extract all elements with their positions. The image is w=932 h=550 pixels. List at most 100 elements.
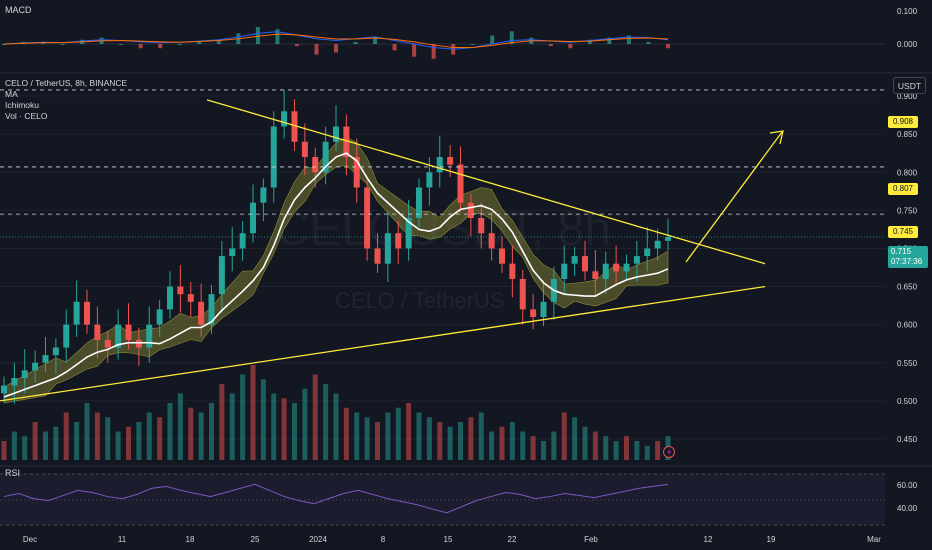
volume-bar xyxy=(509,422,515,460)
candle-body xyxy=(519,278,526,310)
volume-bar xyxy=(458,422,463,460)
cloud-band xyxy=(3,136,669,404)
volume-bar xyxy=(260,379,266,460)
volume-bar xyxy=(53,426,59,460)
macd-hist-bar xyxy=(294,44,299,47)
candle-body xyxy=(499,248,505,264)
candle-body xyxy=(540,301,547,318)
macd-hist-bar xyxy=(275,29,280,44)
candle-body xyxy=(436,157,443,173)
volume-bar xyxy=(426,417,432,460)
volume-bar xyxy=(198,412,204,460)
volume-bar xyxy=(406,403,412,460)
macd-title[interactable]: MACD xyxy=(5,5,32,15)
level-tag-0745: 0.745 xyxy=(888,226,918,238)
candle-body xyxy=(447,157,454,165)
volume-bar xyxy=(281,398,287,460)
volume-bar xyxy=(177,393,183,460)
macd-hist-bar xyxy=(197,41,202,44)
volume-bar xyxy=(375,422,380,460)
volume-bar xyxy=(240,374,246,460)
time-tick-10: 19 xyxy=(767,535,776,544)
rsi-tick-0: 60.00 xyxy=(897,481,918,490)
candle-body xyxy=(374,248,381,264)
volume-bar xyxy=(167,403,173,460)
last-price-value: 0.715 xyxy=(891,247,912,256)
legend-volume[interactable]: Vol · CELO xyxy=(5,111,48,121)
volume-bar xyxy=(271,393,277,460)
candle-body xyxy=(623,263,630,272)
time-axis: Dec 11 18 25 2024 8 15 22 Feb 12 19 Mar xyxy=(23,535,881,544)
macd-hist-bar xyxy=(646,41,651,44)
macd-hist-bar xyxy=(177,44,182,45)
macd-histogram xyxy=(2,27,670,59)
legend-ichimoku[interactable]: Ichimoku xyxy=(5,100,40,110)
volume-bar xyxy=(333,393,339,460)
volume-bar xyxy=(561,412,567,460)
candle-body xyxy=(364,187,371,249)
candle-body xyxy=(582,256,588,272)
volume-bar xyxy=(572,417,578,460)
candle-body xyxy=(1,385,7,394)
candle-body xyxy=(218,256,225,295)
candle-body xyxy=(322,141,329,173)
price-axis-ticks: 0.9000.8500.8000.7500.7000.6500.6000.550… xyxy=(897,92,918,444)
macd-hist-bar xyxy=(470,44,475,45)
volume-bar xyxy=(219,384,225,460)
candle-body xyxy=(187,294,194,302)
candle-body xyxy=(384,233,391,264)
volume-bar xyxy=(489,431,495,460)
macd-hist-bar xyxy=(60,44,65,45)
macd-tick-0: 0.100 xyxy=(897,7,918,16)
candle-body xyxy=(405,217,412,249)
macd-hist-bar xyxy=(216,39,221,44)
macd-panel: 0.100 0.000 xyxy=(0,7,918,59)
candle-body xyxy=(467,202,474,218)
volume-bar xyxy=(11,431,17,460)
volume-bar xyxy=(644,445,650,460)
symbol-legend[interactable]: CELO / TetherUS, 8h, BINANCE xyxy=(5,78,128,88)
macd-hist-bar xyxy=(334,44,338,53)
rsi-title[interactable]: RSI xyxy=(5,468,21,478)
volume-bar xyxy=(551,431,557,460)
volume-bar xyxy=(22,436,28,460)
level-tag-0908: 0.908 xyxy=(888,116,918,128)
macd-hist-bar xyxy=(373,37,378,44)
candle-body xyxy=(571,256,578,264)
flash-icon[interactable] xyxy=(663,446,675,458)
candle-body xyxy=(167,286,173,310)
legend-ma[interactable]: MA xyxy=(5,89,18,99)
volume-bar xyxy=(126,426,131,460)
volume-bar xyxy=(312,374,318,460)
volume-bar xyxy=(229,393,235,460)
candle-body xyxy=(395,233,402,249)
candle-body xyxy=(509,263,516,279)
volume-bar xyxy=(385,412,391,460)
macd-hist-bar xyxy=(392,44,397,51)
currency-selector[interactable]: USDT xyxy=(893,77,926,94)
price-tick-8: 0.500 xyxy=(897,397,918,406)
candle-body xyxy=(281,111,288,127)
volume-bar xyxy=(43,431,48,460)
macd-hist-bar xyxy=(509,31,514,44)
time-tick-1: 11 xyxy=(118,535,127,544)
time-tick-4: 2024 xyxy=(309,535,327,544)
candle-body xyxy=(654,240,661,249)
macd-hist-bar xyxy=(626,35,631,44)
volume-bar xyxy=(478,412,484,460)
volume-bar xyxy=(74,422,80,460)
macd-signal-line xyxy=(3,33,669,49)
price-grid xyxy=(0,95,885,440)
volume-bar xyxy=(188,407,194,460)
price-tick-0: 0.900 xyxy=(897,92,918,101)
price-tick-3: 0.750 xyxy=(897,206,918,215)
volume-bar xyxy=(354,412,360,460)
volume-bar xyxy=(94,412,100,460)
rsi-line xyxy=(3,483,669,514)
watermark-symbol: CELOUSDT, 8h xyxy=(275,203,611,256)
candle-body xyxy=(478,217,485,234)
volume-bar xyxy=(530,436,536,460)
candle-body xyxy=(156,309,163,325)
candle-body xyxy=(644,248,651,257)
